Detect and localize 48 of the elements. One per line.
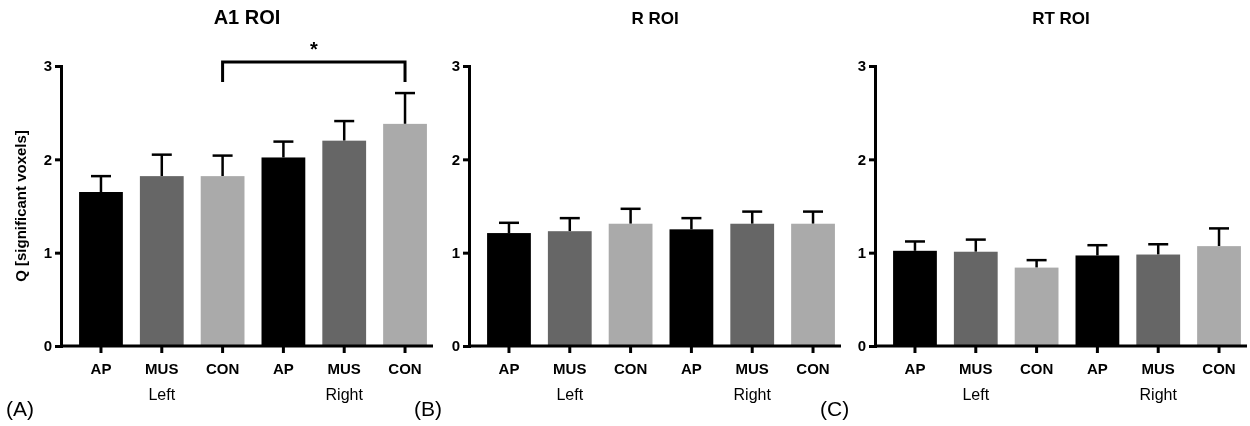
text: (B) [414,397,442,420]
y-tick-label: 2 [451,150,460,168]
x-tick-label: MUS [959,360,993,377]
x-tick-label: AP [680,360,702,377]
text: (A) [6,397,34,420]
chart-title: A1 ROI [213,6,281,28]
text: Right [1139,386,1178,403]
y-tick-label: 2 [43,150,52,168]
y-tick-label: 0 [43,337,52,355]
y-axis-title: Q [significant voxels] [12,130,29,282]
text: Left [962,386,990,403]
x-tick-label: AP [1086,360,1108,377]
y-tick-label: 1 [451,243,460,261]
text: Right [325,386,364,403]
x-tick-label: CON [1202,360,1236,377]
y-tick-label: 2 [857,150,866,168]
x-tick-label: MUS [145,360,179,377]
y-tick-label: 3 [43,57,52,75]
y-tick-label: 0 [451,337,460,355]
y-tick-label: 3 [451,57,460,75]
x-tick-label: MUS [327,360,361,377]
x-tick-label: AP [498,360,520,377]
y-tick-label: 1 [857,243,866,261]
x-tick-label: CON [388,360,422,377]
y-tick-label: 0 [857,337,866,355]
x-tick-label: MUS [553,360,587,377]
x-tick-label: MUS [1141,360,1175,377]
text: * [309,38,318,60]
x-tick-label: CON [205,360,240,377]
y-tick-label: 3 [857,57,866,75]
x-tick-label: CON [613,360,648,377]
bar [1014,267,1059,346]
chart-title: R ROI [631,9,679,28]
x-tick-label: CON [1019,360,1054,377]
x-tick-label: AP [90,360,112,377]
y-tick-label: 1 [43,243,52,261]
text: Right [733,386,772,403]
x-tick-label: AP [272,360,294,377]
bar [953,251,998,346]
bar [1197,246,1241,346]
x-tick-label: MUS [735,360,769,377]
text: (C) [820,397,850,420]
bar [1136,254,1181,346]
text: Left [148,386,176,403]
x-tick-label: AP [904,360,926,377]
chart-title: RT ROI [1032,9,1090,28]
text: Left [556,386,584,403]
x-tick-label: CON [796,360,830,377]
